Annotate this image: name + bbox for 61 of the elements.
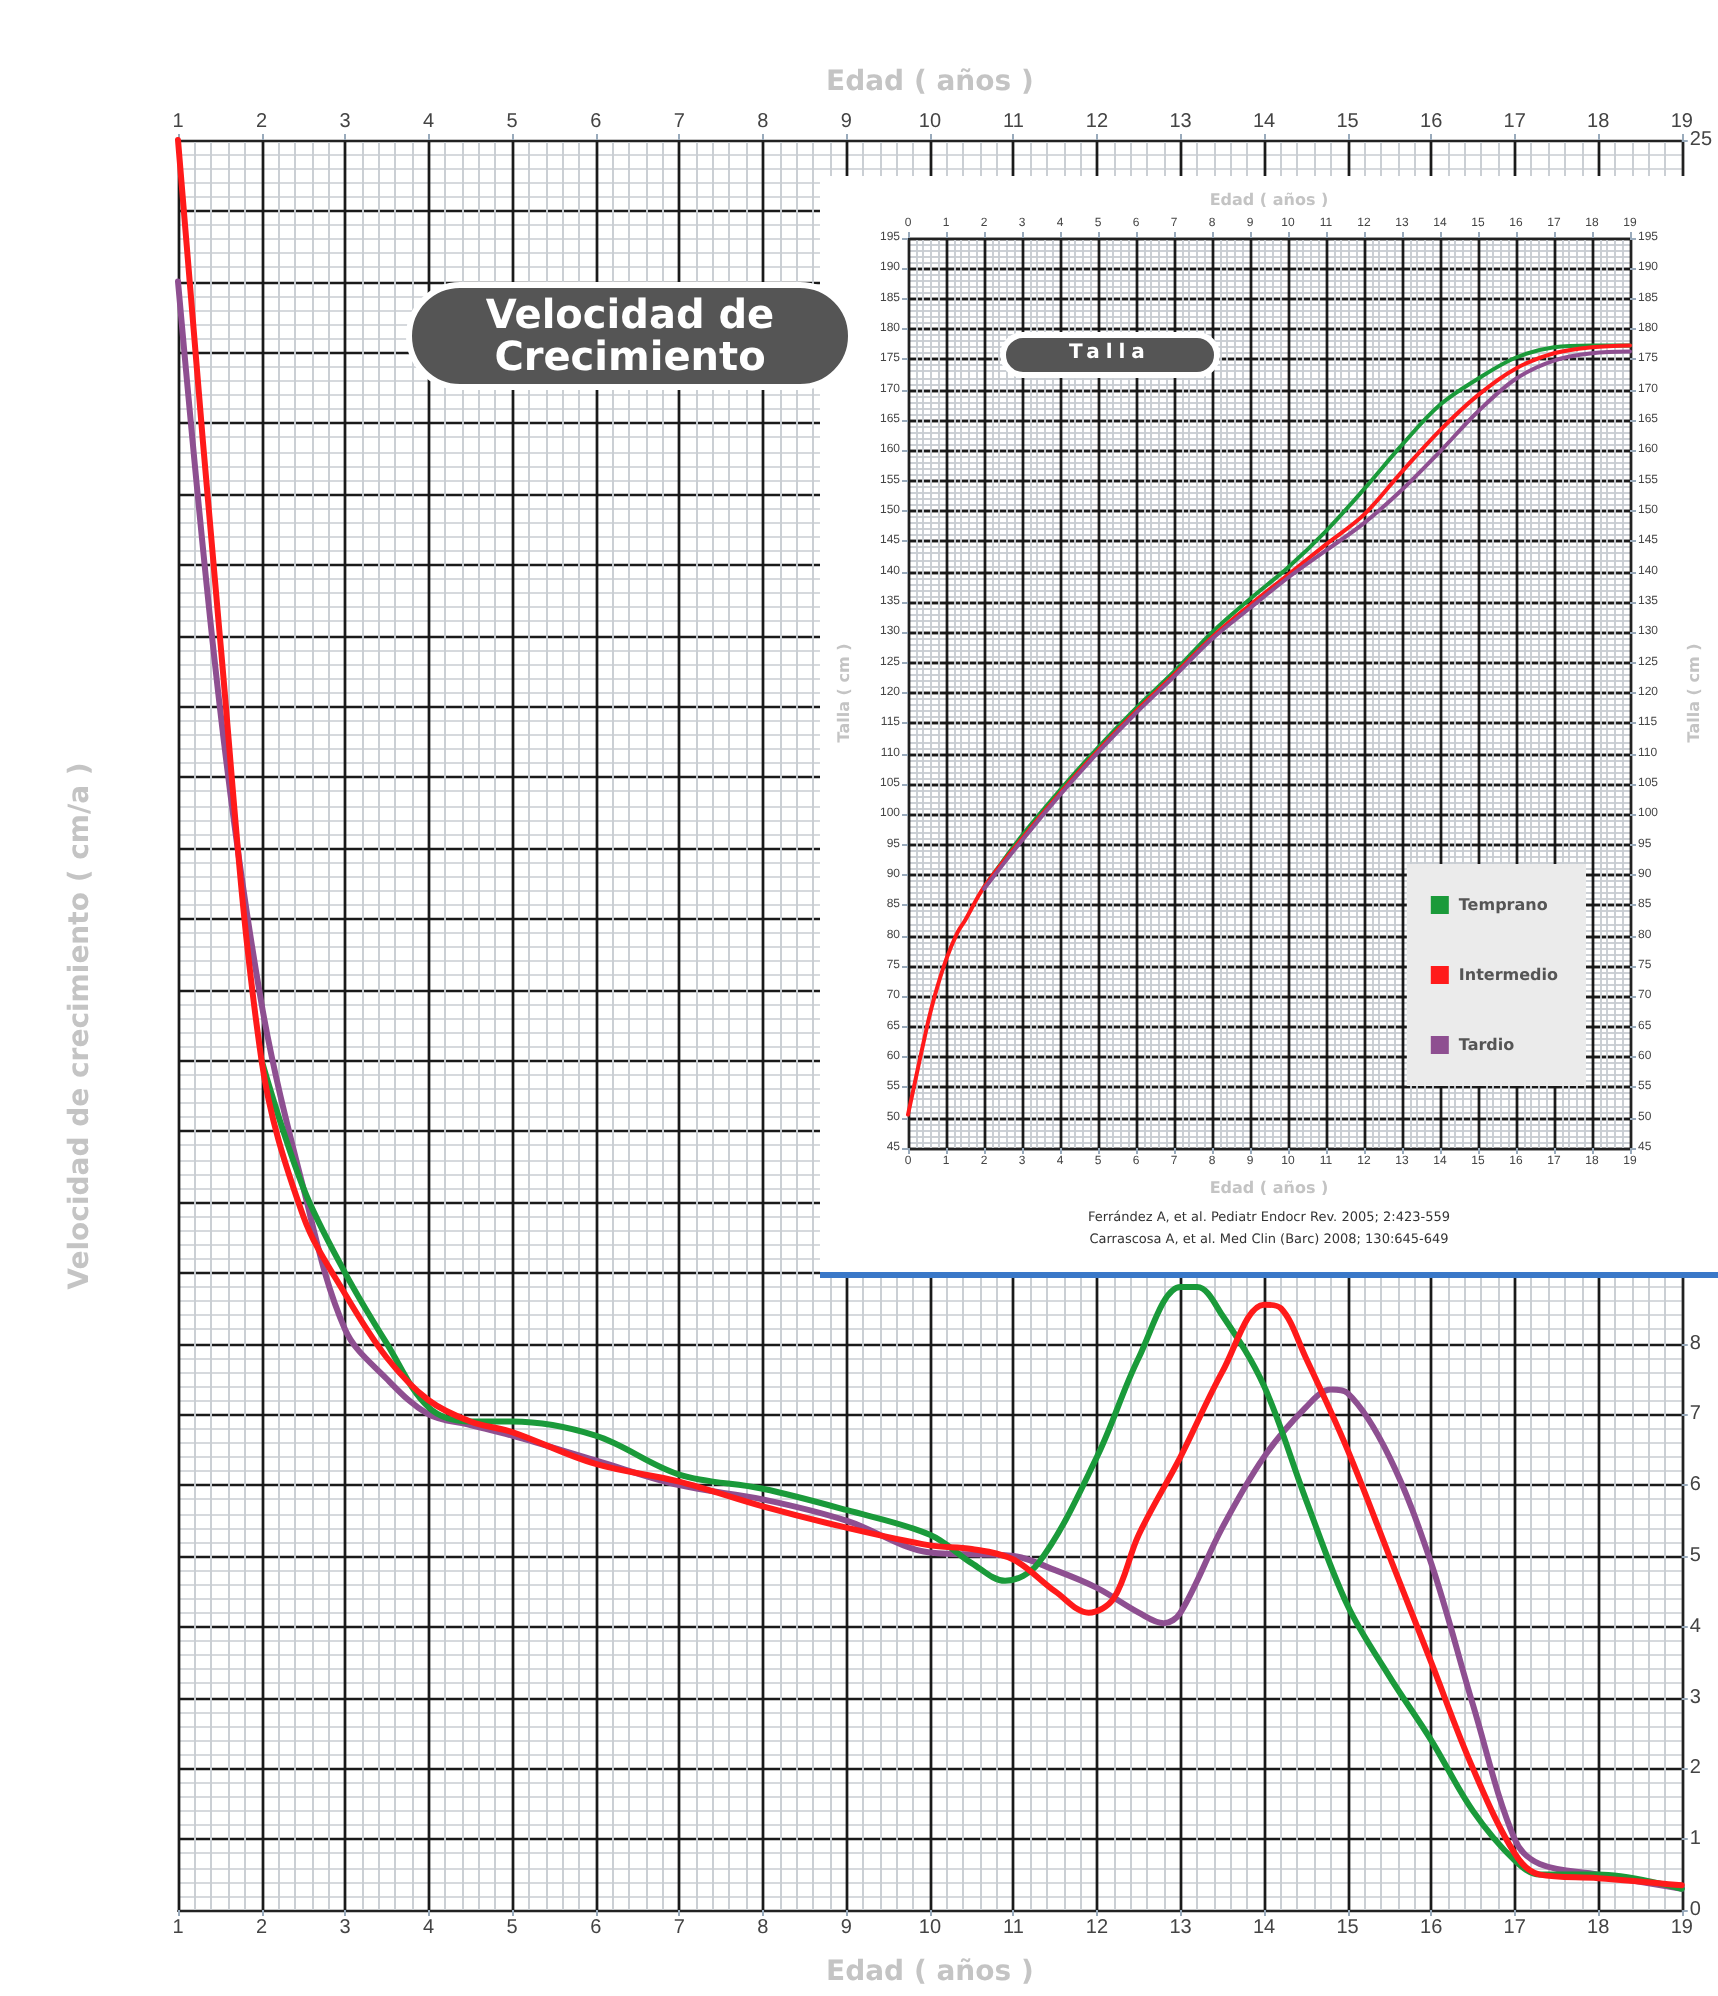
title-badge: Velocidad de Crecimiento [406,282,854,390]
y-tick-label: 8 [1689,1332,1702,1355]
y-tick-label: 25 [1689,129,1713,151]
x-tick-label: 11 [1003,1917,1025,1939]
x2-tick-label: 1 [172,111,185,133]
x2-tick-label: 19 [1670,111,1694,133]
x2-axis-title: Edad ( años ) [1209,191,1329,210]
y-tick-label: 7 [1689,1403,1702,1426]
legend-label: Temprano [1458,896,1549,914]
x2-tick-label: 15 [1336,111,1360,133]
x-tick-label: 3 [339,1917,352,1939]
line-series [906,343,1632,1117]
x2-tick-label: 3 [339,111,352,133]
x-tick-label: 15 [1336,1917,1360,1939]
x-tick-label: 14 [1252,1917,1277,1939]
x2-tick-label: 2 [255,111,268,133]
x-tick-label: 9 [840,1917,853,1939]
y-tick-label: 5 [1689,1545,1702,1567]
x2-tick-label: 13 [1169,111,1193,133]
x2-tick-label: 17 [1503,111,1527,133]
x-tick-label: 6 [590,1917,603,1939]
x-tick-label: 4 [423,1917,436,1939]
x2-tick-label: 9 [840,111,853,133]
x-tick-label: 1 [172,1917,185,1939]
x2-tick-label: 18 [1587,111,1611,133]
x-tick-label: 2 [255,1917,268,1939]
x2-tick-label: 6 [590,111,603,133]
x-tick-label: 10 [918,1917,942,1939]
x2-tick-label: 4 [423,111,436,133]
y-axis-title: Talla ( cm ) [835,643,853,743]
y-tick-label: 3 [1689,1686,1702,1709]
x2-tick-label: 11 [1003,111,1025,133]
x2-tick-label: 5 [506,111,519,133]
y-tick-label: 1 [1689,1828,1702,1851]
x-tick-label: 8 [757,1917,770,1939]
title-badge: Talla [1000,332,1220,377]
x2-tick-label: 10 [918,111,942,133]
x2-tick-label: 7 [673,111,686,133]
y-tick-label: 2 [1689,1757,1702,1780]
x-tick-label: 7 [673,1917,686,1939]
y-tick-label: 6 [1689,1474,1702,1497]
x2-tick-label: 14 [1252,111,1277,133]
x2-tick-label: 16 [1420,111,1444,133]
x-tick-label: 17 [1503,1917,1527,1939]
x-tick-label: 19 [1670,1917,1694,1939]
x-tick-label: 5 [506,1917,519,1939]
x-tick-label: 18 [1587,1917,1611,1939]
x-axis-title: Edad ( años ) [1209,1179,1329,1197]
x-tick-label: 13 [1169,1917,1193,1939]
x2-axis-title: Edad ( años ) [826,66,1034,98]
x-tick-label: 16 [1420,1917,1444,1939]
y2-axis-title: Talla ( cm ) [1685,643,1703,743]
legend-label: Tardio [1458,1036,1516,1054]
y-tick-label: 0 [1689,1899,1702,1921]
y-axis-title: Velocidad de crecimiento ( cm/a ) [63,761,96,1289]
x-tick-label: 12 [1085,1917,1109,1939]
x2-tick-label: 12 [1085,111,1109,133]
legend-label: Intermedio [1458,966,1560,984]
x-axis-title: Edad ( años ) [826,1956,1034,1988]
x2-tick-label: 8 [757,111,770,133]
y-tick-label: 4 [1689,1615,1702,1638]
